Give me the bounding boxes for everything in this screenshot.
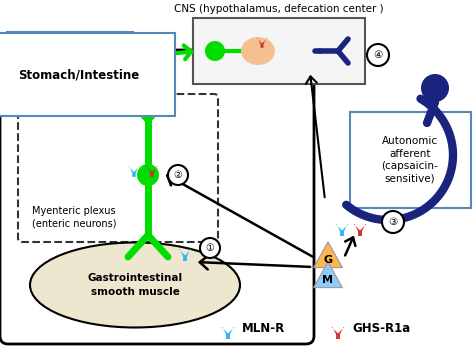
Text: ①: ① [206, 243, 214, 253]
FancyBboxPatch shape [350, 112, 471, 208]
Polygon shape [314, 242, 342, 268]
Circle shape [137, 164, 159, 186]
FancyBboxPatch shape [0, 50, 314, 344]
Circle shape [421, 74, 449, 102]
Circle shape [200, 238, 220, 258]
Polygon shape [332, 224, 352, 236]
FancyBboxPatch shape [7, 32, 133, 93]
Polygon shape [350, 224, 370, 236]
Text: MLN-R: MLN-R [242, 321, 285, 334]
Text: ④: ④ [374, 50, 383, 60]
Text: ③: ③ [388, 217, 398, 227]
Ellipse shape [241, 37, 275, 65]
Polygon shape [328, 327, 348, 339]
Ellipse shape [30, 243, 240, 327]
Text: Autonomic
afferent
(capsaicin-
sensitive): Autonomic afferent (capsaicin- sensitive… [382, 136, 438, 184]
Text: ②: ② [173, 170, 182, 180]
Polygon shape [254, 38, 270, 48]
FancyBboxPatch shape [193, 18, 365, 84]
Text: Autonomic
efferent: Autonomic efferent [40, 51, 100, 73]
Text: Gastrointestinal
smooth muscle: Gastrointestinal smooth muscle [87, 273, 182, 297]
Polygon shape [218, 327, 238, 339]
Circle shape [205, 41, 225, 61]
Circle shape [367, 44, 389, 66]
Text: CNS (hypothalamus, defecation center ): CNS (hypothalamus, defecation center ) [174, 4, 384, 14]
Text: G: G [323, 255, 333, 265]
Text: GHS-R1a: GHS-R1a [352, 321, 410, 334]
Polygon shape [143, 166, 161, 177]
Text: Myenteric plexus
(enteric neurons): Myenteric plexus (enteric neurons) [32, 206, 117, 228]
Polygon shape [175, 249, 195, 261]
Circle shape [168, 165, 188, 185]
Polygon shape [125, 166, 143, 177]
Text: Stomach/Intestine: Stomach/Intestine [18, 68, 139, 81]
Polygon shape [314, 262, 342, 288]
Circle shape [382, 211, 404, 233]
Text: M: M [322, 275, 334, 284]
